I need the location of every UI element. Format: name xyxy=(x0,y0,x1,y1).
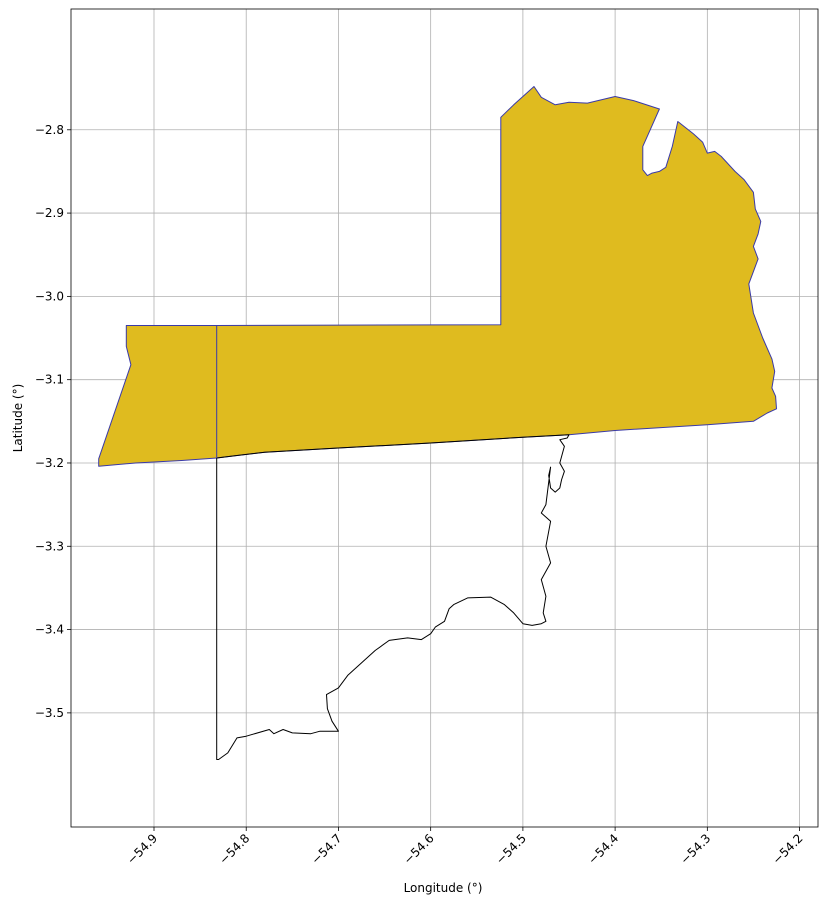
map-polygons xyxy=(98,86,777,760)
y-tick-label: −3.4 xyxy=(35,623,64,637)
x-tick-label: −54.8 xyxy=(216,831,252,867)
y-tick-label: −2.9 xyxy=(35,206,64,220)
x-tick-label: −54.7 xyxy=(309,831,345,867)
y-tick-label: −3.0 xyxy=(35,289,64,303)
y-tick-label: −3.5 xyxy=(35,706,64,720)
x-tick-label: −54.2 xyxy=(770,831,806,867)
x-tick-label: −54.9 xyxy=(124,831,160,867)
y-tick-label: −3.3 xyxy=(35,539,64,553)
y-tick-label: −3.1 xyxy=(35,373,64,387)
plot-frame xyxy=(70,8,819,828)
x-tick-label: −54.3 xyxy=(678,831,714,867)
y-tick-label: −3.2 xyxy=(35,456,64,470)
unfilled-region-polygon xyxy=(216,434,570,760)
y-axis-label: Latitude (°) xyxy=(11,384,25,453)
x-tick-label: −54.5 xyxy=(493,831,529,867)
x-tick-label: −54.6 xyxy=(401,831,437,867)
x-tick-label: −54.4 xyxy=(585,831,621,867)
x-axis-label: Longitude (°) xyxy=(404,881,483,895)
y-tick-label: −2.8 xyxy=(35,123,64,137)
filled-region-polygon xyxy=(98,86,777,467)
